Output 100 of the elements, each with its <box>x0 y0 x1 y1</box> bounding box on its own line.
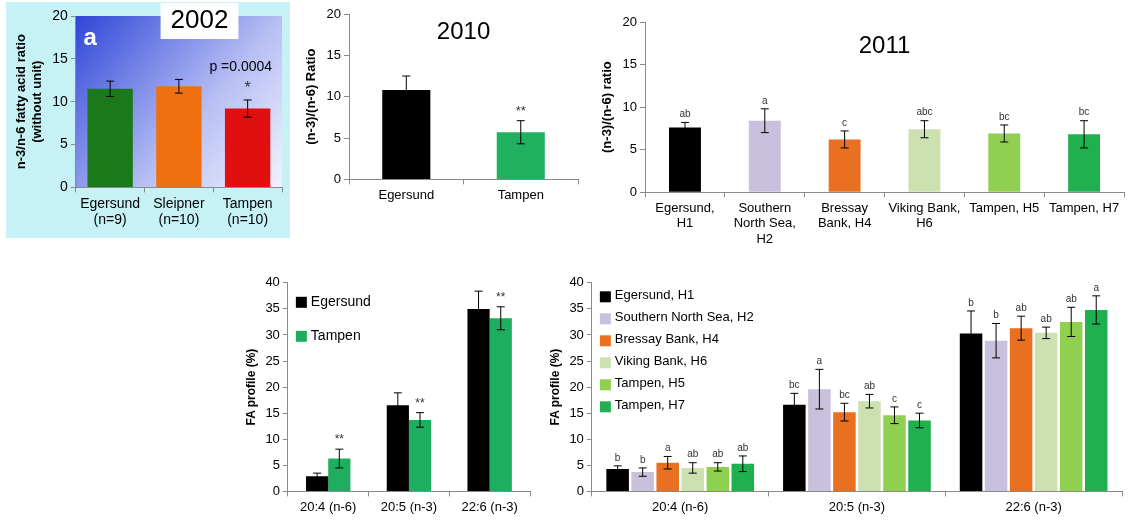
data-label: ab <box>1040 312 1053 324</box>
data-label: bc <box>839 389 850 401</box>
bar <box>1068 134 1101 192</box>
data-label: b <box>614 451 621 463</box>
y-tick-label: 10 <box>569 430 584 446</box>
y-axis-title: n-3/n-6 fatty acid ratio (without unit) <box>13 34 44 170</box>
data-label: ab <box>1065 293 1078 305</box>
data-label: b <box>639 453 646 465</box>
y-axis-title: FA profile (%) <box>243 348 258 426</box>
y-tick-label: 0 <box>272 482 280 498</box>
y-tick-label: 30 <box>569 326 584 342</box>
data-label: ** <box>496 290 506 305</box>
legend-label: Bressay Bank, H4 <box>614 331 719 347</box>
y-tick-label: 15 <box>622 56 638 72</box>
bar <box>908 129 941 192</box>
y-tick-label: 35 <box>569 300 584 316</box>
y-tick-label: 20 <box>265 378 280 394</box>
x-tick-label: Egersund (n=9) <box>80 194 141 228</box>
bar <box>858 401 881 491</box>
data-label: ab <box>863 380 876 392</box>
x-tick-label: Egersund <box>378 186 435 202</box>
x-tick-label: Egersund, H1 <box>655 199 715 231</box>
x-tick-label: 20:4 (n-6) <box>652 498 709 514</box>
bar <box>706 466 730 491</box>
bar <box>306 476 329 491</box>
y-tick-label: 5 <box>333 129 342 145</box>
data-label: ab <box>712 448 724 460</box>
bar <box>883 415 906 491</box>
data-label: ab <box>687 448 699 460</box>
data-label: * <box>244 79 251 97</box>
x-tick-label: Tampen, H5 <box>969 199 1040 215</box>
y-tick-label: 10 <box>52 92 68 109</box>
annotation: a <box>83 22 98 50</box>
y-tick-label: 20 <box>622 13 638 29</box>
legend-label: Tampen, H5 <box>614 375 685 391</box>
data-label: ** <box>515 102 526 118</box>
y-tick-label: 0 <box>59 178 68 195</box>
data-label: c <box>842 116 848 128</box>
data-label: b <box>968 296 975 308</box>
x-tick-label: 20:4 (n-6) <box>300 498 357 514</box>
bar <box>408 419 432 491</box>
data-label: c <box>917 398 923 410</box>
data-label: a <box>664 442 671 454</box>
data-label: a <box>762 94 769 106</box>
y-tick-label: 0 <box>576 482 584 498</box>
bar <box>156 86 202 187</box>
bar <box>748 120 781 192</box>
data-label: ab <box>679 108 691 120</box>
y-tick-label: 35 <box>265 300 280 316</box>
y-tick-label: 25 <box>265 352 280 368</box>
bar <box>808 389 831 491</box>
legend-label: Tampen, H7 <box>614 397 685 413</box>
x-tick-label: Southern North Sea, H2 <box>733 199 796 246</box>
bar <box>984 340 1008 491</box>
y-tick-label: 0 <box>333 170 342 186</box>
data-label: bc <box>998 110 1010 122</box>
chart-title: 2002 <box>170 4 229 35</box>
annotation: p =0.0004 <box>209 58 273 75</box>
chart-title: 2010 <box>436 16 491 44</box>
data-label: b <box>993 309 1000 321</box>
y-tick-label: 10 <box>326 88 342 104</box>
y-tick-label: 5 <box>59 135 68 152</box>
x-tick-label: Viking Bank, H6 <box>888 199 961 231</box>
x-tick-label: Tampen, H7 <box>1049 199 1120 215</box>
data-label: ** <box>334 432 345 447</box>
y-tick-label: 5 <box>576 456 584 472</box>
x-tick-label: 20:5 (n-3) <box>828 498 886 514</box>
y-tick-label: 5 <box>272 456 280 472</box>
bar <box>656 462 679 491</box>
y-tick-label: 20 <box>52 6 68 23</box>
y-tick-label: 15 <box>569 404 584 420</box>
y-tick-label: 25 <box>569 352 584 368</box>
data-label: ab <box>737 441 749 453</box>
y-tick-label: 20 <box>569 378 584 394</box>
x-tick-label: 22:6 (n-3) <box>1005 498 1062 514</box>
y-tick-label: 15 <box>326 46 342 62</box>
y-tick-label: 0 <box>629 183 638 199</box>
legend-label: Tampen <box>310 326 361 343</box>
data-label: bc <box>1078 106 1090 118</box>
bar <box>606 468 629 491</box>
bar <box>1084 309 1108 491</box>
x-tick-label: Sleipner (n=10) <box>153 194 205 228</box>
bar <box>224 108 271 187</box>
bar <box>833 412 856 491</box>
y-tick-label: 40 <box>569 274 584 290</box>
y-tick-label: 20 <box>326 5 342 21</box>
bar <box>828 139 861 192</box>
bar <box>87 88 133 187</box>
y-tick-label: 15 <box>52 49 68 66</box>
data-label: abc <box>916 106 933 118</box>
bar <box>489 318 512 491</box>
chart-title: 2011 <box>858 30 911 58</box>
legend-label: Egersund, H1 <box>614 287 695 303</box>
x-tick-label: 22:6 (n-3) <box>461 498 518 514</box>
bar <box>681 467 704 491</box>
bar <box>1034 332 1058 491</box>
bar <box>731 463 755 491</box>
legend-label: Southern North Sea, H2 <box>614 309 754 325</box>
bar <box>1009 328 1033 491</box>
y-axis-title: (n-3)/(n-6) Ratio <box>303 48 319 145</box>
